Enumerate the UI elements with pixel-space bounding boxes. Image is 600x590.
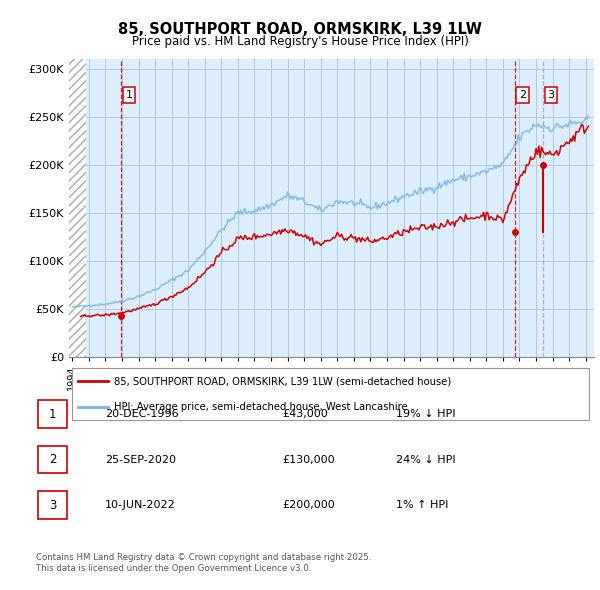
FancyBboxPatch shape: [38, 401, 67, 428]
Text: 19% ↓ HPI: 19% ↓ HPI: [396, 409, 455, 419]
Text: 25-SEP-2020: 25-SEP-2020: [105, 455, 176, 464]
Text: 3: 3: [49, 499, 56, 512]
Text: £200,000: £200,000: [282, 500, 335, 510]
FancyBboxPatch shape: [38, 491, 67, 519]
Text: Contains HM Land Registry data © Crown copyright and database right 2025.
This d: Contains HM Land Registry data © Crown c…: [36, 553, 371, 573]
Text: 85, SOUTHPORT ROAD, ORMSKIRK, L39 1LW (semi-detached house): 85, SOUTHPORT ROAD, ORMSKIRK, L39 1LW (s…: [113, 376, 451, 386]
Text: 1% ↑ HPI: 1% ↑ HPI: [396, 500, 448, 510]
Text: 24% ↓ HPI: 24% ↓ HPI: [396, 455, 455, 464]
Text: 1: 1: [125, 90, 133, 100]
FancyBboxPatch shape: [38, 446, 67, 473]
Text: £130,000: £130,000: [282, 455, 335, 464]
Text: 85, SOUTHPORT ROAD, ORMSKIRK, L39 1LW: 85, SOUTHPORT ROAD, ORMSKIRK, L39 1LW: [118, 22, 482, 37]
Text: 2: 2: [519, 90, 526, 100]
Text: HPI: Average price, semi-detached house, West Lancashire: HPI: Average price, semi-detached house,…: [113, 402, 407, 412]
Bar: [69, 59, 86, 357]
Text: 20-DEC-1996: 20-DEC-1996: [105, 409, 179, 419]
FancyBboxPatch shape: [71, 368, 589, 419]
Text: 3: 3: [547, 90, 554, 100]
Text: £43,000: £43,000: [282, 409, 328, 419]
Text: 2: 2: [49, 453, 56, 466]
Text: Price paid vs. HM Land Registry's House Price Index (HPI): Price paid vs. HM Land Registry's House …: [131, 35, 469, 48]
Text: 10-JUN-2022: 10-JUN-2022: [105, 500, 176, 510]
Text: 1: 1: [49, 408, 56, 421]
